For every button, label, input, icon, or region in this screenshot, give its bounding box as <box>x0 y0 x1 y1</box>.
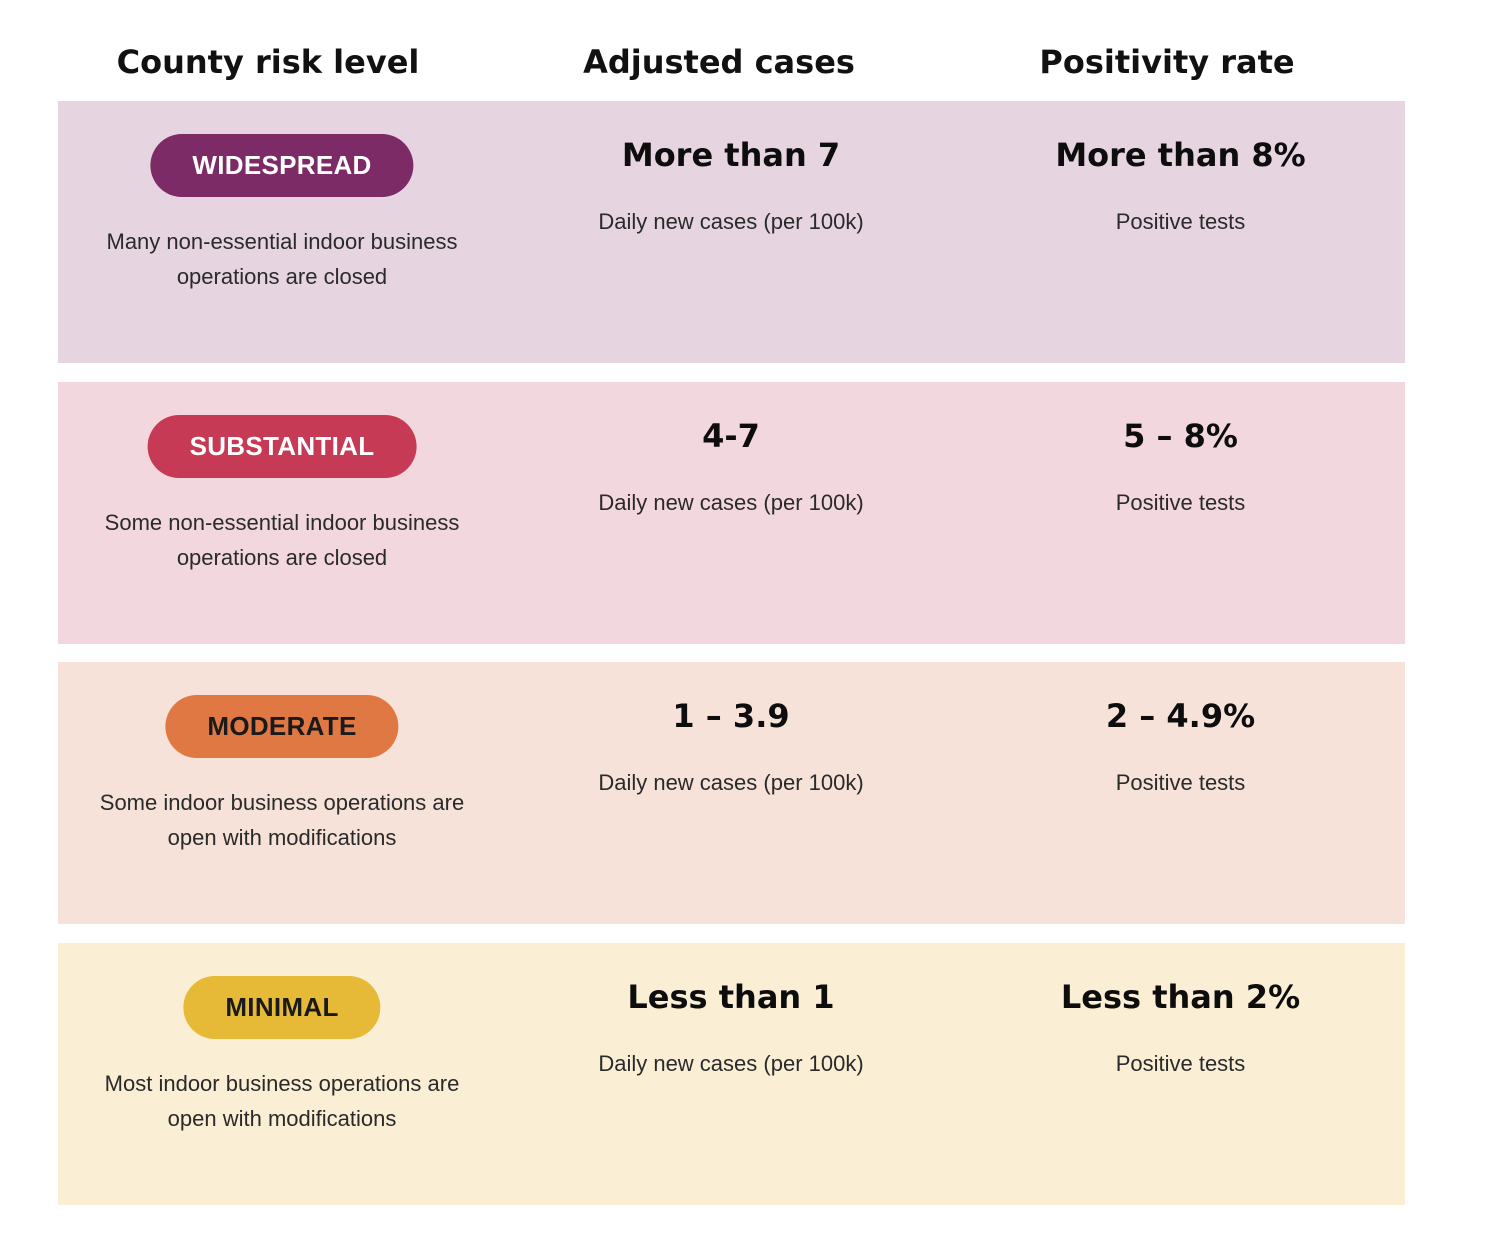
description-line: Some non-essential indoor business <box>104 510 460 535</box>
description-line: operations are closed <box>176 264 388 289</box>
adjusted-cases-cell: 1 – 3.9 Daily new cases (per 100k) <box>506 662 956 924</box>
positivity-rate-caption: Positive tests <box>1115 209 1246 234</box>
positivity-rate-value: Less than 2% <box>1060 978 1301 1016</box>
risk-row-moderate: MODERATE Some indoor business operations… <box>58 662 1405 924</box>
risk-level-description: Most indoor business operations are open… <box>72 1066 492 1136</box>
positivity-rate-cell: 2 – 4.9% Positive tests <box>956 662 1405 924</box>
description-line: operations are closed <box>176 545 388 570</box>
adjusted-cases-caption: Daily new cases (per 100k) <box>598 209 864 234</box>
adjusted-cases-value: More than 7 <box>621 136 841 174</box>
risk-level-cell: WIDESPREAD Many non-essential indoor bus… <box>58 101 506 363</box>
positivity-rate-caption: Positive tests <box>1115 1051 1246 1076</box>
adjusted-cases-caption: Daily new cases (per 100k) <box>598 1051 864 1076</box>
risk-level-badge: WIDESPREAD <box>150 134 414 197</box>
positivity-rate-value: 2 – 4.9% <box>1105 697 1256 735</box>
column-header-risk-level: County risk level <box>116 43 420 81</box>
description-line: Most indoor business operations are <box>104 1071 460 1096</box>
adjusted-cases-cell: Less than 1 Daily new cases (per 100k) <box>506 943 956 1205</box>
adjusted-cases-caption: Daily new cases (per 100k) <box>598 490 864 515</box>
risk-level-badge: SUBSTANTIAL <box>147 415 417 478</box>
positivity-rate-caption: Positive tests <box>1115 490 1246 515</box>
positivity-rate-cell: Less than 2% Positive tests <box>956 943 1405 1205</box>
risk-level-cell: MODERATE Some indoor business operations… <box>58 662 506 924</box>
risk-level-description: Some non-essential indoor business opera… <box>72 505 492 575</box>
adjusted-cases-caption: Daily new cases (per 100k) <box>598 770 864 795</box>
description-line: Some indoor business operations are <box>99 790 465 815</box>
column-header-positivity-rate: Positivity rate <box>1039 43 1295 81</box>
column-header-adjusted-cases: Adjusted cases <box>583 43 855 81</box>
adjusted-cases-value: 4-7 <box>702 417 760 455</box>
adjusted-cases-value: Less than 1 <box>627 978 835 1016</box>
description-line: open with modifications <box>167 1106 397 1131</box>
positivity-rate-cell: 5 – 8% Positive tests <box>956 382 1405 644</box>
positivity-rate-cell: More than 8% Positive tests <box>956 101 1405 363</box>
positivity-rate-value: 5 – 8% <box>1123 417 1238 455</box>
description-line: Many non-essential indoor business <box>106 229 458 254</box>
risk-level-badge: MINIMAL <box>183 976 381 1039</box>
positivity-rate-caption: Positive tests <box>1115 770 1246 795</box>
positivity-rate-value: More than 8% <box>1055 136 1306 174</box>
risk-row-widespread: WIDESPREAD Many non-essential indoor bus… <box>58 101 1405 363</box>
adjusted-cases-cell: More than 7 Daily new cases (per 100k) <box>506 101 956 363</box>
risk-level-badge: MODERATE <box>165 695 399 758</box>
risk-row-minimal: MINIMAL Most indoor business operations … <box>58 943 1405 1205</box>
description-line: open with modifications <box>167 825 397 850</box>
risk-level-cell: SUBSTANTIAL Some non-essential indoor bu… <box>58 382 506 644</box>
adjusted-cases-value: 1 – 3.9 <box>672 697 790 735</box>
risk-level-description: Many non-essential indoor business opera… <box>72 224 492 294</box>
risk-level-description: Some indoor business operations are open… <box>72 785 492 855</box>
adjusted-cases-cell: 4-7 Daily new cases (per 100k) <box>506 382 956 644</box>
risk-level-cell: MINIMAL Most indoor business operations … <box>58 943 506 1205</box>
risk-row-substantial: SUBSTANTIAL Some non-essential indoor bu… <box>58 382 1405 644</box>
